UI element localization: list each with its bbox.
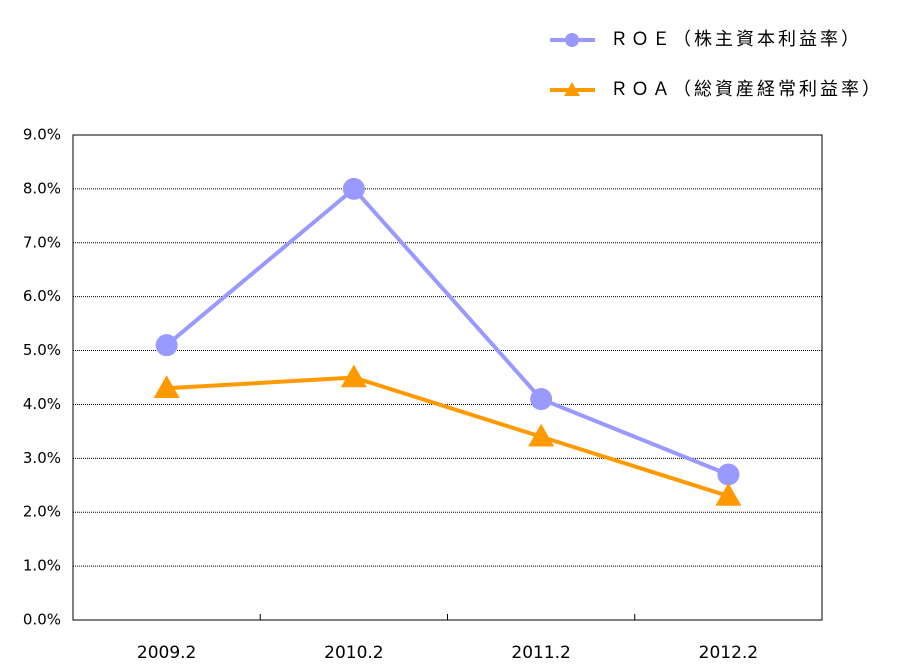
legend-label: ＲＯＥ（株主資本利益率） bbox=[610, 29, 862, 50]
x-tick-label: 2009.2 bbox=[137, 643, 196, 663]
data-point bbox=[717, 463, 740, 486]
y-tick-label: 5.0% bbox=[23, 341, 61, 359]
data-point bbox=[342, 177, 365, 200]
y-tick-label: 4.0% bbox=[23, 395, 61, 413]
y-tick-label: 0.0% bbox=[23, 611, 61, 629]
legend-marker bbox=[565, 33, 579, 47]
plot-area bbox=[72, 134, 823, 621]
data-point bbox=[153, 375, 180, 399]
y-tick-label: 1.0% bbox=[23, 557, 61, 575]
y-tick-label: 9.0% bbox=[23, 126, 61, 144]
data-point bbox=[715, 483, 742, 506]
y-tick-label: 3.0% bbox=[23, 449, 61, 467]
series-line bbox=[165, 186, 730, 477]
data-point bbox=[528, 423, 555, 447]
data-point bbox=[155, 334, 178, 357]
y-tick-label: 2.0% bbox=[23, 503, 61, 521]
x-tick-label: 2010.2 bbox=[324, 643, 383, 663]
data-point bbox=[530, 388, 553, 411]
data-point bbox=[340, 364, 367, 388]
legend-label: ＲＯＡ（総資産経常利益率） bbox=[610, 79, 883, 100]
y-tick-label: 8.0% bbox=[23, 179, 61, 197]
x-tick-label: 2011.2 bbox=[511, 643, 570, 663]
legend-marker bbox=[564, 82, 580, 96]
y-tick-label: 6.0% bbox=[23, 287, 61, 305]
series-line bbox=[166, 375, 729, 498]
x-tick-label: 2012.2 bbox=[699, 643, 758, 663]
y-tick-label: 7.0% bbox=[23, 233, 61, 251]
